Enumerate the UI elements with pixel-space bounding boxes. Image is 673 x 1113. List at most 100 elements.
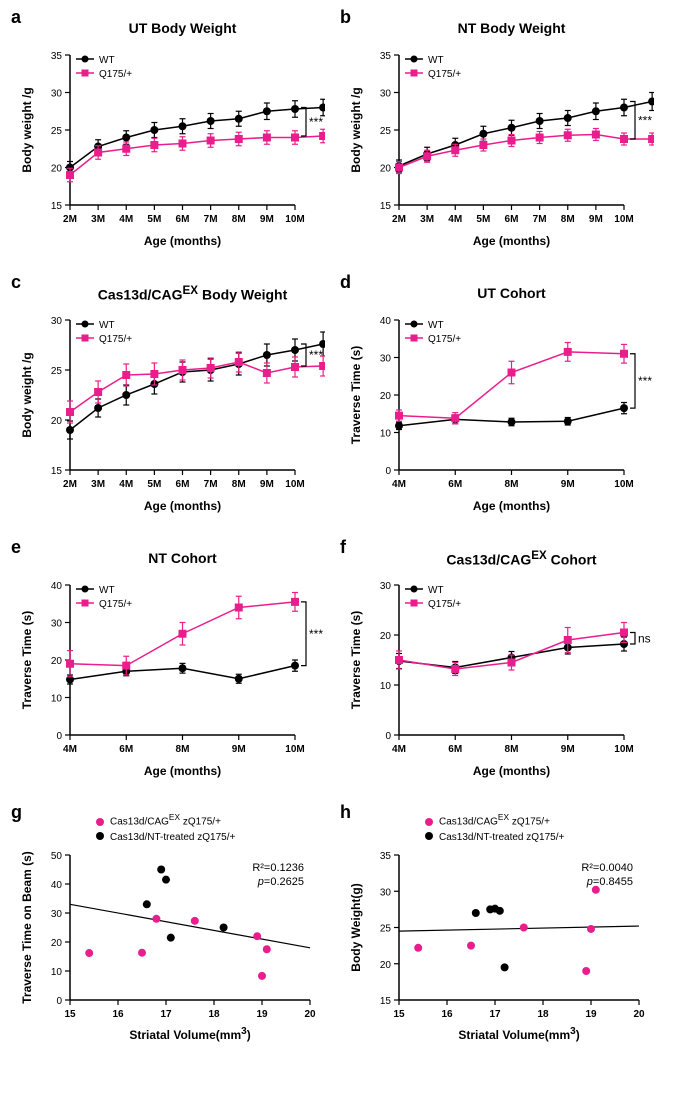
svg-text:20: 20	[51, 164, 63, 175]
svg-text:6M: 6M	[119, 744, 133, 755]
svg-text:0: 0	[385, 466, 391, 477]
svg-text:0: 0	[385, 731, 391, 742]
svg-text:0: 0	[56, 731, 62, 742]
svg-text:30: 30	[380, 887, 392, 898]
svg-text:15: 15	[51, 466, 63, 477]
svg-text:30: 30	[380, 354, 392, 365]
svg-text:Age (months): Age (months)	[473, 764, 550, 778]
panel-e: eNT Cohort0102030404M6M8M9M10MAge (month…	[15, 545, 329, 780]
svg-text:4M: 4M	[63, 744, 77, 755]
svg-text:***: ***	[638, 113, 652, 127]
panel-f: fCas13d/CAGEX Cohort01020304M6M8M9M10MAg…	[344, 545, 658, 780]
svg-text:7M: 7M	[204, 479, 218, 490]
svg-text:Q175/+: Q175/+	[99, 599, 132, 610]
svg-text:19: 19	[256, 1009, 268, 1020]
svg-text:UT Body Weight: UT Body Weight	[129, 20, 237, 36]
svg-text:9M: 9M	[561, 479, 575, 490]
svg-text:40: 40	[51, 581, 63, 592]
svg-text:Body Weight(g): Body Weight(g)	[349, 883, 363, 971]
svg-text:Body weight /g: Body weight /g	[20, 87, 34, 172]
svg-text:25: 25	[51, 366, 63, 377]
chart: UT Cohort0102030404M6M8M9M10MAge (months…	[344, 280, 654, 515]
svg-text:Q175/+: Q175/+	[99, 334, 132, 345]
svg-text:3M: 3M	[420, 214, 434, 225]
svg-text:10M: 10M	[285, 214, 304, 225]
svg-text:8M: 8M	[505, 744, 519, 755]
svg-text:9M: 9M	[561, 744, 575, 755]
svg-text:2M: 2M	[63, 214, 77, 225]
svg-text:UT Cohort: UT Cohort	[477, 285, 546, 301]
svg-text:20: 20	[380, 164, 392, 175]
svg-text:18: 18	[208, 1009, 220, 1020]
svg-text:35: 35	[380, 851, 392, 862]
svg-text:17: 17	[489, 1009, 501, 1020]
svg-text:Cas13d/NT-treated zQ175/+: Cas13d/NT-treated zQ175/+	[439, 832, 565, 843]
svg-text:Q175/+: Q175/+	[99, 69, 132, 80]
svg-text:6M: 6M	[505, 214, 519, 225]
svg-text:18: 18	[537, 1009, 549, 1020]
panel-label: g	[11, 802, 22, 823]
svg-text:4M: 4M	[448, 214, 462, 225]
svg-text:40: 40	[380, 316, 392, 327]
svg-text:Age (months): Age (months)	[473, 234, 550, 248]
svg-text:4M: 4M	[119, 214, 133, 225]
svg-text:35: 35	[51, 51, 63, 62]
svg-text:***: ***	[638, 374, 652, 388]
svg-text:17: 17	[160, 1009, 172, 1020]
svg-text:ns: ns	[638, 631, 651, 645]
svg-text:WT: WT	[99, 585, 115, 596]
svg-text:19: 19	[585, 1009, 597, 1020]
svg-text:20: 20	[304, 1009, 316, 1020]
svg-text:Q175/+: Q175/+	[428, 334, 461, 345]
svg-text:16: 16	[441, 1009, 453, 1020]
chart: 1520253035151617181920Striatal Volume(mm…	[344, 810, 654, 1045]
svg-text:NT Body Weight: NT Body Weight	[458, 20, 566, 36]
svg-text:30: 30	[380, 89, 392, 100]
svg-text:8M: 8M	[176, 744, 190, 755]
svg-text:5M: 5M	[476, 214, 490, 225]
svg-text:Q175/+: Q175/+	[428, 69, 461, 80]
svg-text:Traverse Time (s): Traverse Time (s)	[20, 611, 34, 710]
svg-text:Age (months): Age (months)	[144, 234, 221, 248]
svg-text:8M: 8M	[232, 214, 246, 225]
svg-text:Traverse Time on Beam (s): Traverse Time on Beam (s)	[20, 851, 34, 1004]
svg-text:15: 15	[393, 1009, 405, 1020]
svg-text:30: 30	[51, 316, 63, 327]
svg-text:10M: 10M	[285, 744, 304, 755]
svg-text:10: 10	[51, 967, 63, 978]
svg-text:Age (months): Age (months)	[473, 499, 550, 513]
svg-text:7M: 7M	[533, 214, 547, 225]
svg-text:15: 15	[64, 1009, 76, 1020]
panel-b: bNT Body Weight15202530352M3M4M5M6M7M8M9…	[344, 15, 658, 250]
svg-text:50: 50	[51, 851, 63, 862]
svg-text:2M: 2M	[63, 479, 77, 490]
panel-label: c	[11, 272, 21, 293]
svg-text:6M: 6M	[448, 744, 462, 755]
svg-text:8M: 8M	[561, 214, 575, 225]
svg-text:Q175/+: Q175/+	[428, 599, 461, 610]
svg-text:15: 15	[380, 201, 392, 212]
panel-label: e	[11, 537, 21, 558]
svg-text:20: 20	[633, 1009, 645, 1020]
svg-text:3M: 3M	[91, 214, 105, 225]
panel-label: f	[340, 537, 346, 558]
svg-text:6M: 6M	[448, 479, 462, 490]
svg-text:8M: 8M	[232, 479, 246, 490]
svg-text:10: 10	[380, 429, 392, 440]
svg-text:16: 16	[112, 1009, 124, 1020]
panel-g: g01020304050151617181920Striatal Volume(…	[15, 810, 329, 1045]
svg-text:WT: WT	[428, 585, 444, 596]
panel-label: b	[340, 7, 351, 28]
svg-text:9M: 9M	[260, 479, 274, 490]
svg-text:30: 30	[51, 909, 63, 920]
svg-text:20: 20	[380, 631, 392, 642]
svg-text:7M: 7M	[204, 214, 218, 225]
svg-text:4M: 4M	[392, 744, 406, 755]
svg-text:Body weight /g: Body weight /g	[20, 352, 34, 437]
svg-text:Age (months): Age (months)	[144, 764, 221, 778]
svg-text:30: 30	[51, 89, 63, 100]
svg-text:R²=0.0040: R²=0.0040	[581, 862, 633, 874]
svg-text:25: 25	[380, 126, 392, 137]
svg-text:40: 40	[51, 880, 63, 891]
panel-h: h1520253035151617181920Striatal Volume(m…	[344, 810, 658, 1045]
